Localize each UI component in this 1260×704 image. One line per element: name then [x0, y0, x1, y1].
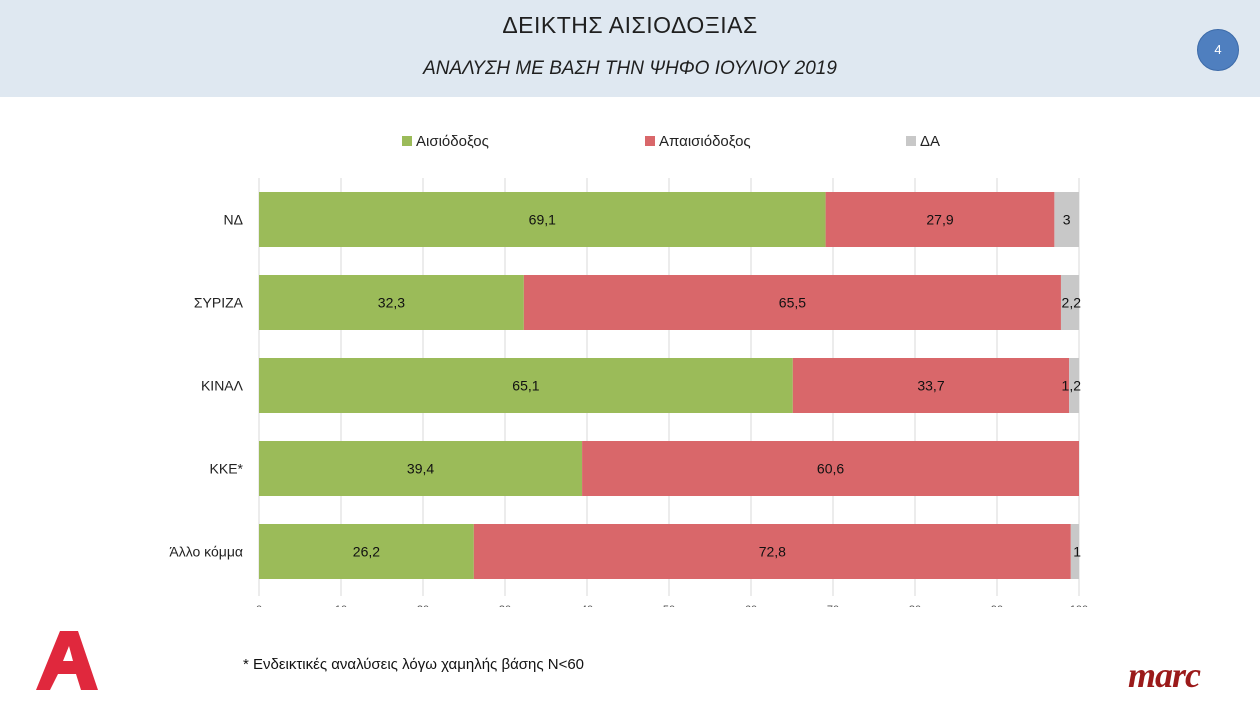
x-tick-label-7: 70 [827, 604, 839, 607]
page-title: ΔΕΙΚΤΗΣ ΑΙΣΙΟΔΟΞΙΑΣ [502, 12, 758, 38]
data-label-4-1: 72,8 [759, 544, 786, 560]
bar-2-0 [259, 358, 793, 413]
page-subtitle: ΑΝΑΛΥΣΗ ΜΕ ΒΑΣΗ ΤΗΝ ΨΗΦΟ ΙΟΥΛΙΟΥ 2019 [423, 58, 837, 79]
x-tick-label-4: 40 [581, 604, 593, 607]
bar-3-0 [259, 441, 583, 496]
bar-0-0 [259, 192, 826, 247]
category-label-0: ΝΔ [224, 212, 243, 228]
data-label-2-1: 33,7 [917, 378, 944, 394]
bar-0-2 [1054, 192, 1079, 247]
x-tick-label-1: 10 [335, 604, 347, 607]
legend-swatch-2 [906, 136, 916, 146]
legend-swatch-1 [645, 136, 655, 146]
x-tick-label-0: 0 [256, 604, 262, 607]
x-tick-label-2: 20 [417, 604, 429, 607]
data-label-2-2: 1,2 [1062, 378, 1082, 394]
chart-legend: Αισιόδοξος Απαισιόδοξος ΔΑ [402, 133, 940, 150]
data-label-2-0: 65,1 [512, 378, 539, 394]
x-tick-label-9: 90 [991, 604, 1003, 607]
marc-logo: marc [1128, 655, 1201, 695]
bar-3-1 [582, 441, 1079, 496]
page-number-badge: 4 [1197, 29, 1239, 71]
data-label-3-1: 60,6 [817, 461, 844, 477]
bar-1-1 [523, 275, 1061, 330]
chart-category-labels: ΝΔ ΣΥΡΙΖΑ ΚΙΝΑΛ ΚΚΕ* Άλλο κόμμα [169, 212, 243, 560]
alpha-logo-icon [36, 631, 98, 690]
chart-bars: 69,1 27,9 3 32,3 65,5 2,2 65,1 33,7 1,2 39,4 60,6 2… [259, 192, 1081, 579]
bar-0-1 [825, 192, 1055, 247]
x-tick-label-5: 50 [663, 604, 675, 607]
data-label-1-0: 32,3 [378, 295, 405, 311]
data-label-1-1: 65,5 [779, 295, 806, 311]
data-label-0-2: 3 [1063, 212, 1071, 228]
bar-2-2 [1069, 358, 1079, 413]
bar-1-0 [259, 275, 524, 330]
footnote: * Ενδεικτικές αναλύσεις λόγω χαμηλής βάσ… [243, 656, 585, 673]
legend-label-0: Αισιόδοξος [416, 133, 489, 150]
legend-swatch-0 [402, 136, 412, 146]
legend-label-2: ΔΑ [920, 133, 940, 150]
legend-label-1: Απαισιόδοξος [659, 133, 751, 150]
bar-4-2 [1070, 524, 1079, 579]
x-tick-label-3: 30 [499, 604, 511, 607]
x-tick-label-8: 80 [909, 604, 921, 607]
x-tick-label-10: 100 [1070, 604, 1088, 607]
category-label-1: ΣΥΡΙΖΑ [194, 295, 244, 311]
data-label-4-0: 26,2 [353, 544, 380, 560]
data-label-0-0: 69,1 [529, 212, 556, 228]
header-band: ΔΕΙΚΤΗΣ ΑΙΣΙΟΔΟΞΙΑΣ ΑΝΑΛΥΣΗ ΜΕ ΒΑΣΗ ΤΗΝ … [0, 0, 1260, 97]
category-label-2: ΚΙΝΑΛ [201, 378, 244, 394]
data-label-0-1: 27,9 [926, 212, 953, 228]
category-label-3: ΚΚΕ* [210, 461, 244, 477]
bar-2-1 [792, 358, 1070, 413]
x-tick-label-6: 60 [745, 604, 757, 607]
category-label-4: Άλλο κόμμα [169, 544, 243, 560]
chart-x-ticks: 0 10 20 30 40 50 60 70 80 90 100 [256, 604, 1088, 607]
data-label-4-2: 1 [1073, 544, 1081, 560]
stacked-bar-chart: Αισιόδοξος Απαισιόδοξος ΔΑ 69,1 27,9 3 32,3 65… [169, 133, 1088, 607]
data-label-1-2: 2,2 [1062, 295, 1082, 311]
bar-1-2 [1060, 275, 1079, 330]
bar-4-0 [259, 524, 474, 579]
bar-4-1 [473, 524, 1071, 579]
data-label-3-0: 39,4 [407, 461, 434, 477]
